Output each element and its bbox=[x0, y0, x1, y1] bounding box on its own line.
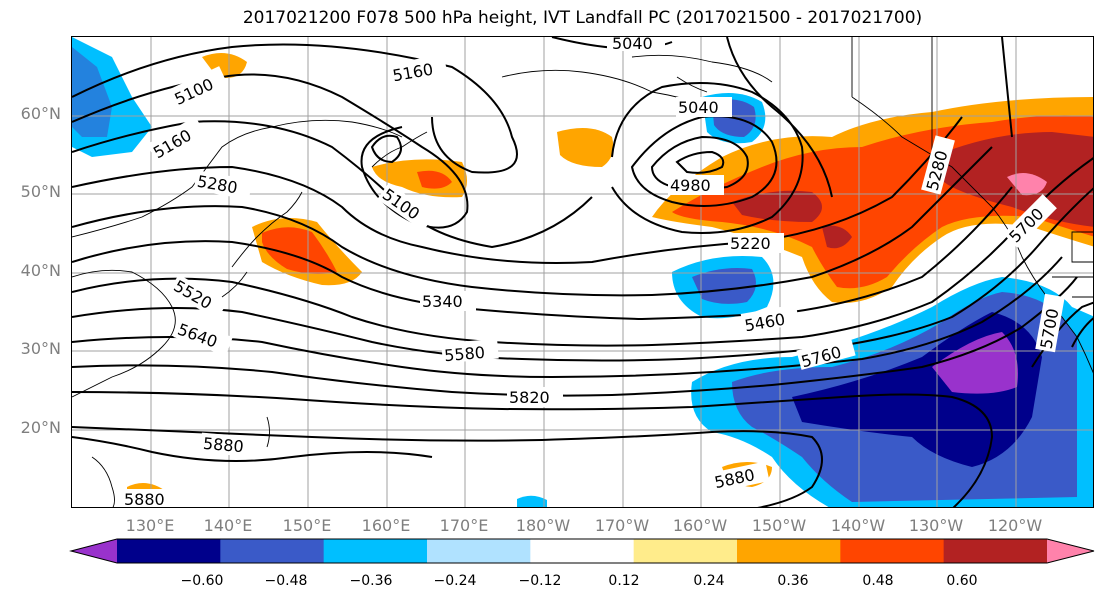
contour-label: 5040 bbox=[612, 37, 653, 53]
colorbar-segment bbox=[530, 539, 635, 563]
colorbar-tick-label: 0.60 bbox=[946, 573, 978, 589]
latitude-label: 20°N bbox=[20, 418, 61, 437]
positive-anomaly-region bbox=[262, 227, 337, 274]
positive-anomaly-region bbox=[417, 170, 452, 189]
contour-label: 5040 bbox=[678, 98, 719, 117]
colorbar-tick-label: 0.12 bbox=[608, 573, 640, 589]
negative-anomaly-region bbox=[932, 332, 1018, 394]
map-canvas: 5040 5160 5100 5160 5040 5280 4980 5100 … bbox=[72, 37, 1093, 508]
longitude-label: 160°W bbox=[672, 516, 728, 535]
latitude-label: 30°N bbox=[20, 339, 61, 358]
map-panel: 5040 5160 5100 5160 5040 5280 4980 5100 … bbox=[71, 36, 1094, 508]
latitude-label: 60°N bbox=[20, 104, 61, 123]
longitude-label: 140°W bbox=[830, 516, 886, 535]
positive-anomaly-region bbox=[1007, 173, 1047, 196]
contour-label: 5820 bbox=[509, 388, 550, 407]
colorbar-segment bbox=[117, 539, 221, 563]
latitude-label: 50°N bbox=[20, 182, 61, 201]
colorbar-extend-high bbox=[1047, 539, 1094, 563]
colorbar-tick-label: −0.12 bbox=[518, 573, 562, 589]
longitude-label: 170°E bbox=[439, 516, 489, 535]
colorbar-tick-label: 0.48 bbox=[862, 573, 894, 589]
colorbar-tick-label: −0.24 bbox=[433, 573, 477, 589]
positive-anomaly-region bbox=[732, 190, 822, 222]
colorbar-segment bbox=[220, 539, 325, 563]
colorbar-segment bbox=[840, 539, 945, 563]
colorbar-tick-label: −0.60 bbox=[180, 573, 224, 589]
colorbar-segment bbox=[427, 539, 531, 563]
longitude-label: 120°W bbox=[987, 516, 1043, 535]
positive-anomaly-region bbox=[557, 128, 614, 167]
contour-label: 4980 bbox=[670, 176, 711, 195]
contour-label: 5220 bbox=[730, 234, 771, 253]
coastlines bbox=[72, 37, 1093, 507]
colorbar-outline bbox=[69, 538, 1095, 564]
longitude-label: 170°W bbox=[594, 516, 650, 535]
colorbar-tick-label: 0.36 bbox=[777, 573, 809, 589]
longitude-label: 180°W bbox=[515, 516, 571, 535]
colorbar-segment bbox=[633, 539, 738, 563]
contour-label: 5580 bbox=[443, 343, 485, 365]
negative-anomaly-region bbox=[692, 268, 756, 304]
longitude-label: 150°E bbox=[282, 516, 332, 535]
map-title: 2017021200 F078 500 hPa height, IVT Land… bbox=[242, 8, 923, 28]
latitude-label: 40°N bbox=[20, 261, 61, 280]
longitude-label: 150°W bbox=[751, 516, 807, 535]
longitude-label: 130°E bbox=[125, 516, 175, 535]
colorbar-extend-low bbox=[71, 539, 117, 563]
colorbar-segment bbox=[737, 539, 841, 563]
negative-anomaly-region bbox=[72, 47, 112, 137]
longitude-label: 140°E bbox=[203, 516, 253, 535]
contour-label: 5880 bbox=[202, 434, 244, 456]
colorbar-tick-label: 0.24 bbox=[693, 573, 725, 589]
contour-label: 5880 bbox=[713, 465, 757, 492]
positive-anomaly-region bbox=[822, 225, 852, 249]
negative-anomaly-region bbox=[517, 495, 547, 507]
longitude-label: 160°E bbox=[361, 516, 411, 535]
colorbar-tick-label: −0.36 bbox=[349, 573, 393, 589]
contour-label: 5340 bbox=[422, 292, 463, 311]
colorbar-segment bbox=[943, 539, 1048, 563]
colorbar-segment bbox=[323, 539, 428, 563]
contour-label: 5880 bbox=[124, 490, 165, 508]
longitude-label: 130°W bbox=[908, 516, 964, 535]
contour-label: 5640 bbox=[175, 320, 220, 352]
graticule bbox=[72, 37, 1093, 507]
colorbar bbox=[69, 538, 1095, 564]
colorbar-tick-label: −0.48 bbox=[264, 573, 308, 589]
